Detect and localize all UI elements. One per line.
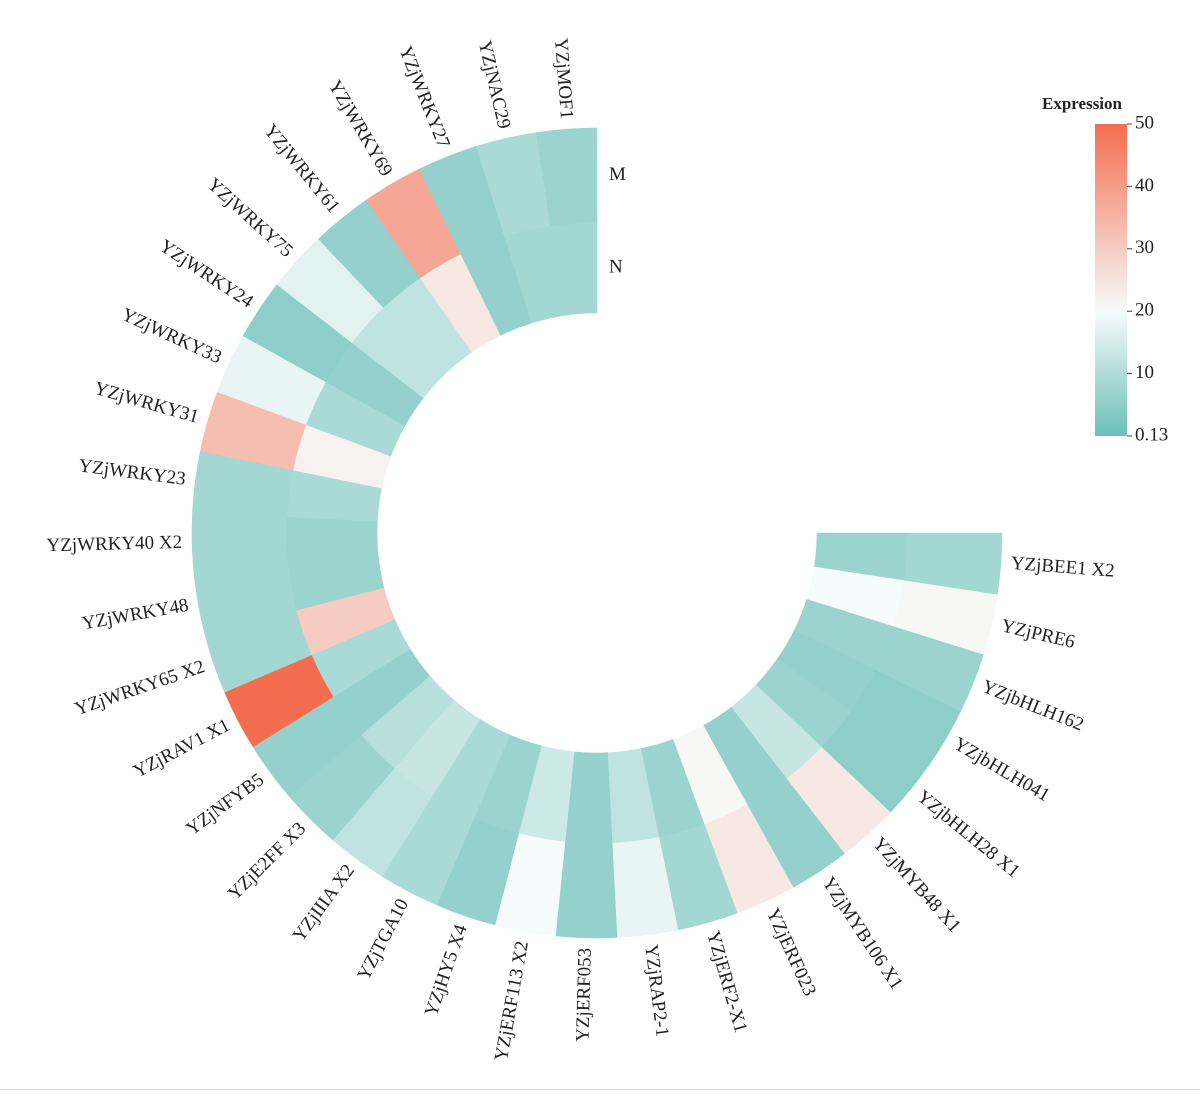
gene-label: YZjWRKY48 — [80, 595, 190, 635]
heatmap-rings — [191, 127, 1003, 939]
gene-label: YZjWRKY24 — [155, 236, 257, 313]
colorbar-tick-label: 10 — [1135, 362, 1154, 383]
gene-label: YZjMYB48 X1 — [868, 833, 965, 937]
gene-label: YZjERF2-X1 — [702, 929, 751, 1035]
gene-label: YZjBEE1 X2 — [1010, 553, 1115, 582]
gene-label: YZjbHLH28 X1 — [913, 786, 1024, 882]
gene-label: YZjERF023 — [762, 905, 820, 999]
gene-label: YZjWRKY69 — [324, 77, 397, 180]
gene-label: YZjERF053 — [572, 948, 595, 1042]
colorbar-tick-label: 50 — [1135, 112, 1154, 133]
ring-labels: MN — [609, 164, 626, 278]
gene-label: YZjbHLH041 — [950, 733, 1053, 806]
gene-label: YZjWRKY33 — [118, 304, 225, 368]
gene-label: YZjWRKY31 — [92, 378, 201, 428]
ring-label: N — [609, 256, 623, 277]
colorbar-title: Expression — [1042, 94, 1123, 113]
heatmap-cell — [555, 841, 618, 939]
gene-label: YZjHY5 X4 — [421, 921, 472, 1019]
gene-label: YZjNFYB5 — [182, 769, 268, 840]
gene-label: YZjWRKY65 X2 — [72, 656, 207, 720]
colorbar-tick-label: 40 — [1135, 175, 1154, 196]
gene-label: YZjWRKY40 X2 — [46, 532, 182, 556]
colorbar-ticks: 50 40 30 20 10 0.13 — [1127, 112, 1168, 445]
colorbar-tick-label: 30 — [1135, 237, 1154, 258]
gene-label: YZjRAP2-1 — [640, 943, 673, 1038]
colorbar-tick-label: 20 — [1135, 300, 1154, 321]
heatmap-cell — [191, 512, 289, 575]
gene-label: YZjWRKY23 — [77, 455, 186, 489]
heatmap-cell — [814, 532, 908, 581]
gene-label: YZjbHLH162 — [979, 676, 1087, 735]
gene-label: YZjIIIA X2 — [289, 861, 359, 946]
gene-label: YZjERF113 X2 — [491, 939, 533, 1062]
gene-label: YZjRAV1 X1 — [130, 715, 233, 783]
gene-label: YZjE2FF X3 — [224, 818, 310, 904]
colorbar-gradient — [1095, 124, 1127, 436]
gene-label: YZjMOF1 — [550, 37, 577, 120]
colorbar-tick-label: 0.13 — [1135, 424, 1168, 445]
gene-label: YZjWRKY61 — [259, 121, 343, 218]
gene-label: YZjWRKY27 — [394, 43, 453, 151]
colorbar-legend: Expression 50 40 30 20 10 0.13 — [1042, 94, 1168, 445]
ring-label: M — [609, 164, 626, 185]
gene-label: YZjNAC29 — [474, 39, 515, 131]
gene-label: YZjTGA10 — [353, 895, 413, 983]
bottom-divider — [0, 1089, 1200, 1090]
gene-label: YZjWRKY75 — [203, 174, 297, 262]
gene-label: YZjPRE6 — [999, 615, 1077, 652]
gene-label: YZjMYB106 X1 — [818, 873, 907, 993]
